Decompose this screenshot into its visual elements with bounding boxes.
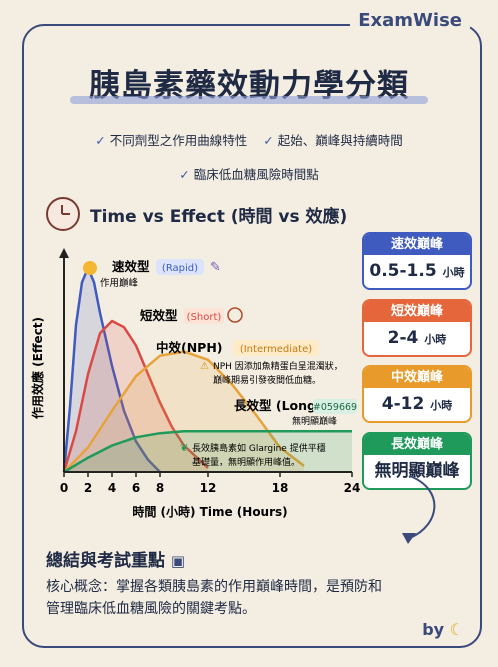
frame-border [22, 24, 482, 648]
chart-section-title: Time vs Effect (時間 vs 效應) [90, 206, 348, 227]
banana-icon: ☾ [449, 620, 464, 639]
short-tag: (Short) [187, 312, 222, 323]
long-label: 長效型 (Long) [234, 398, 322, 413]
syringe-icon: ✎ [210, 260, 221, 275]
rapid-tag: (Rapid) [162, 263, 198, 274]
sun-icon [83, 261, 97, 275]
x-tick-label: 0 [60, 481, 68, 495]
clock-icon [46, 197, 80, 231]
arrow-path [409, 475, 436, 539]
card-rapid-peak: 速效巔峰 0.5-1.5 小時 [362, 232, 472, 290]
arrow-head [402, 533, 416, 544]
leaf-icon: ❦ [180, 443, 188, 454]
nph-note-2: 巔峰期易引發夜間低血糖。 [213, 374, 321, 386]
curve-layer [62, 266, 352, 474]
card-unit: 小時 [424, 333, 447, 346]
card-value: 4-12 小時 [364, 388, 470, 421]
card-value-number: 無明顯巔峰 [374, 461, 460, 481]
card-value: 無明顯巔峰 [364, 455, 470, 488]
check-item-2: 起始、巔峰與持續時間 [277, 133, 403, 148]
curve-area-3 [64, 431, 352, 472]
summary-line-2: 管理臨床低血糖風險的關鍵考點。 [46, 601, 256, 617]
x-tick-label: 6 [132, 481, 140, 495]
nph-note-1: NPH 因添加魚精蛋白呈混濁狀， [213, 360, 343, 372]
title-underline [70, 96, 428, 104]
x-tick-label: 2 [84, 481, 92, 495]
card-value-number: 2-4 [387, 328, 419, 348]
x-tick-label: 18 [272, 481, 289, 495]
summary-header: 總結與考試重點 ▣ [46, 546, 185, 571]
x-axis-label: 時間 (小時) Time (Hours) [132, 504, 287, 519]
rapid-peak-note: 作用巔峰 [100, 277, 139, 289]
long-note-1: 長效胰島素如 Glargine 提供平穩 [192, 442, 326, 454]
card-unit: 小時 [442, 266, 465, 279]
y-axis-arrow [59, 248, 69, 258]
tick-layer: 0 2 4 6 8 12 18 24 [60, 472, 360, 495]
card-title: 中效巔峰 [364, 367, 470, 388]
x-tick-label: 8 [156, 481, 164, 495]
y-axis-label: 作用效應 (Effect) [30, 317, 45, 419]
curve-line-3 [63, 429, 352, 474]
nph-tag: (Intermediate) [240, 344, 312, 355]
rapid-tag-bg [156, 259, 204, 275]
check-icon: ✓ [179, 167, 190, 182]
check-item-3: 臨床低血糖風險時間點 [193, 167, 319, 182]
card-title: 長效巔峰 [364, 434, 470, 455]
check-row-2: ✓ 臨床低血糖風險時間點 [0, 164, 498, 183]
card-short-peak: 短效巔峰 2-4 小時 [362, 299, 472, 357]
x-tick-label: 4 [108, 481, 116, 495]
chart-section-header: Time vs Effect (時間 vs 效應) [46, 197, 347, 231]
nph-label: 中效(NPH) [156, 340, 223, 355]
x-tick-label: 12 [200, 481, 217, 495]
curve-area-1 [64, 321, 208, 472]
curve-line-1 [62, 319, 209, 473]
effect-chart: 0 2 4 6 8 12 18 24 作用效應 (Effect) 時間 (小時) Time (… [30, 248, 360, 519]
warning-icon: ⚠ [200, 361, 209, 372]
long-tag-bg [313, 399, 357, 414]
nph-tag-bg [233, 340, 319, 356]
card-value: 2-4 小時 [364, 322, 470, 355]
short-label: 短效型 [140, 308, 178, 323]
curve-line-2 [63, 350, 305, 473]
book-icon: ▣ [170, 552, 186, 570]
clock-small-icon [227, 307, 243, 323]
check-row-1: ✓ 不同劑型之作用曲線特性 ✓ 起始、巔峰與持續時間 [0, 130, 498, 149]
card-nph-peak: 中效巔峰 4-12 小時 [362, 365, 472, 423]
x-tick-label: 24 [344, 481, 360, 495]
summary-title: 總結與考試重點 [46, 551, 165, 571]
card-value-number: 0.5-1.5 [369, 261, 437, 281]
card-value-number: 4-12 [381, 394, 425, 414]
brand-label: ExamWise [350, 10, 470, 31]
card-value: 0.5-1.5 小時 [364, 255, 470, 288]
signature: by ☾ [422, 620, 464, 639]
card-unit: 小時 [430, 399, 453, 412]
check-icon: ✓ [263, 133, 274, 148]
check-icon: ✓ [95, 133, 106, 148]
check-item-1: 不同劑型之作用曲線特性 [109, 133, 248, 148]
curve-line-0 [62, 266, 161, 473]
flow-arrow [402, 475, 436, 544]
card-title: 速效巔峰 [364, 234, 470, 255]
rapid-label: 速效型 [112, 259, 150, 274]
long-note-2: 基礎量，無明顯作用峰值。 [192, 456, 300, 468]
signature-text: by [422, 620, 445, 639]
summary-body: 核心概念：掌握各類胰島素的作用巔峰時間，是預防和 管理臨床低血糖風險的關鍵考點。 [46, 576, 446, 620]
short-tag-bg [184, 308, 224, 324]
long-tag: #059669 [313, 402, 357, 413]
summary-line-1: 核心概念：掌握各類胰島素的作用巔峰時間，是預防和 [46, 579, 382, 595]
long-peak-note: 無明顯巔峰 [292, 415, 337, 427]
card-title: 短效巔峰 [364, 301, 470, 322]
